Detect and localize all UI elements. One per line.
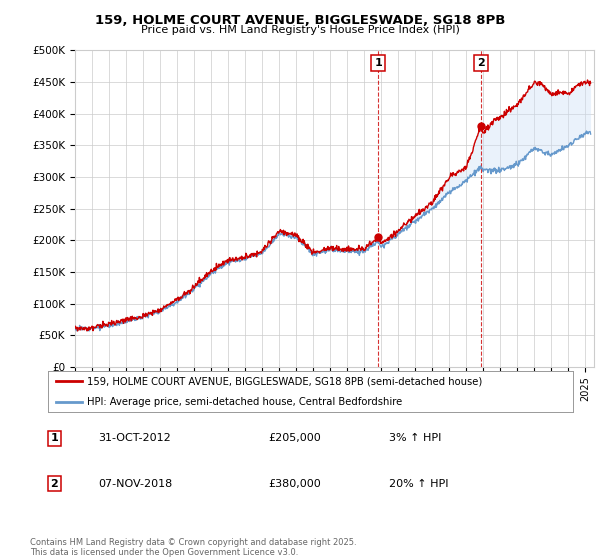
Text: 20% ↑ HPI: 20% ↑ HPI: [389, 479, 449, 489]
Text: £205,000: £205,000: [269, 433, 321, 444]
Text: 159, HOLME COURT AVENUE, BIGGLESWADE, SG18 8PB: 159, HOLME COURT AVENUE, BIGGLESWADE, SG…: [95, 14, 505, 27]
Text: 2: 2: [50, 479, 58, 489]
Text: 1: 1: [374, 58, 382, 68]
Text: £380,000: £380,000: [269, 479, 321, 489]
Text: 3% ↑ HPI: 3% ↑ HPI: [389, 433, 442, 444]
Text: HPI: Average price, semi-detached house, Central Bedfordshire: HPI: Average price, semi-detached house,…: [88, 396, 403, 407]
Text: 07-NOV-2018: 07-NOV-2018: [98, 479, 172, 489]
Text: Price paid vs. HM Land Registry's House Price Index (HPI): Price paid vs. HM Land Registry's House …: [140, 25, 460, 35]
Text: 2: 2: [477, 58, 485, 68]
Text: 1: 1: [50, 433, 58, 444]
Text: Contains HM Land Registry data © Crown copyright and database right 2025.
This d: Contains HM Land Registry data © Crown c…: [30, 538, 356, 557]
Text: 159, HOLME COURT AVENUE, BIGGLESWADE, SG18 8PB (semi-detached house): 159, HOLME COURT AVENUE, BIGGLESWADE, SG…: [88, 376, 482, 386]
Text: 31-OCT-2012: 31-OCT-2012: [98, 433, 170, 444]
